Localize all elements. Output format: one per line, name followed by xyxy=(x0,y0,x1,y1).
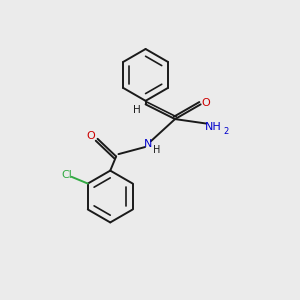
Text: NH: NH xyxy=(205,122,222,132)
Text: O: O xyxy=(87,131,95,142)
Text: N: N xyxy=(144,139,153,148)
Text: O: O xyxy=(202,98,210,108)
Text: H: H xyxy=(153,145,160,155)
Text: Cl: Cl xyxy=(61,170,72,180)
Text: 2: 2 xyxy=(223,127,228,136)
Text: H: H xyxy=(134,105,141,115)
